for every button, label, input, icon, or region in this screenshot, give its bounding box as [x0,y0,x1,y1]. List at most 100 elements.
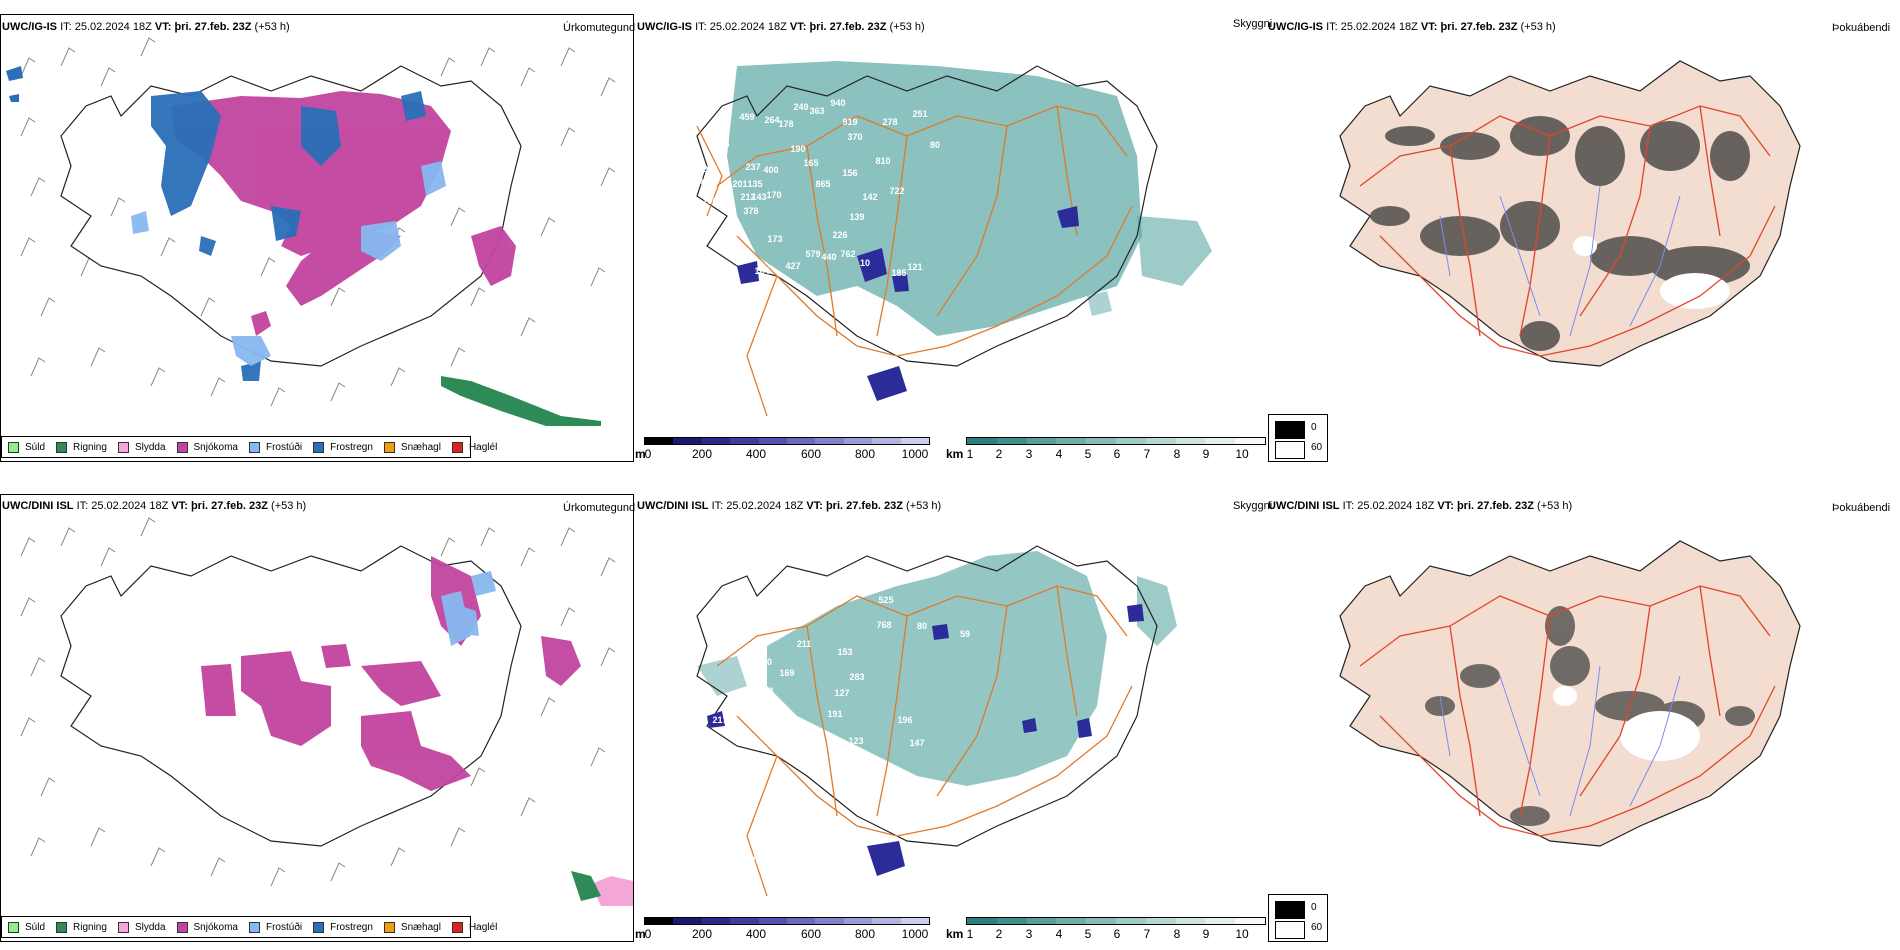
precip-map-svg [6,37,616,426]
visibility-value-label: 188 [688,226,703,236]
visibility-value-label: 170 [766,190,781,200]
vis-km-colorbar-row2: km 1 2 3 4 5 6 7 8 9 10 [946,917,1266,943]
visibility-value-label: 272 [770,618,785,628]
precip-freezing-drizzle [441,571,496,646]
legend-swatch [313,441,325,453]
visibility-value-label: 283 [849,672,864,682]
vt-label: VT: [1437,500,1454,512]
legend-swatch [383,921,395,933]
vt-label: VT: [806,500,823,512]
legend-swatch [451,441,463,453]
vt-value: þri. 27.feb. 23Z [190,500,268,512]
visibility-value-label: 266 [655,211,670,221]
visibility-value-label: 123 [848,736,863,746]
lead-time: (+53 h) [254,21,290,33]
header-row1-precip: UWC/IG-IS IT: 25.02.2024 18Z VT: þri. 27… [2,21,290,34]
visibility-value-label: 59 [960,629,970,639]
legend-label: Snjókoma [193,441,238,453]
visibility-value-label: 810 [875,156,890,166]
visibility-value-label: 264 [764,115,779,125]
precip-map-row2 [1,516,633,906]
visibility-value-label: 278 [882,117,897,127]
legend-item: Snjókoma [176,921,238,933]
vis-km-colorbar-row1: km 1 2 3 4 5 6 7 8 9 10 [946,437,1266,463]
header-row1-vis: UWC/IG-IS IT: 25.02.2024 18Z VT: þri. 27… [637,21,925,34]
lead-time: (+53 h) [1537,500,1573,512]
fog-label-60: 60 [1311,442,1323,453]
header-row2-vis: UWC/DINI ISL IT: 25.02.2024 18Z VT: þri.… [637,500,941,513]
visibility-value-label: 400 [763,165,778,175]
precip-map-frame-row2 [0,494,634,942]
road-network [696,105,1133,417]
visibility-value-label: 311 [637,117,649,127]
lead-time: (+53 h) [889,21,925,33]
visibility-value-label: 340 [637,699,645,709]
legend-swatch [8,921,19,933]
visibility-value-label: 165 [803,158,818,168]
visibility-value-label: 19 [726,840,736,850]
legend-item: Haglél [451,441,497,453]
road-network [716,585,1133,897]
it-value: 25.02.2024 18Z [1357,500,1435,512]
visibility-value-label: 143 [751,192,766,202]
visibility-value-label: 249 [793,102,808,112]
panel-title-vis-row1: Skyggni [1233,18,1273,30]
legend-swatch [117,441,129,453]
vis-m-colorbar-row1: m 0 200 400 600 800 1000 [635,437,930,463]
tick: 1 [966,927,974,941]
legend-swatch [248,921,260,933]
visibility-value-label: 128 [640,178,655,188]
vt-label: VT: [1420,21,1438,33]
model-name: UWC/DINI ISL [637,500,709,512]
visibility-value-label: 865 [815,179,830,189]
visibility-value-label: 363 [809,106,824,116]
legend-item: Slydda [117,441,166,453]
visibility-value-label: 104 [754,266,769,276]
tick: 0 [644,927,652,941]
legend-item: Snæhagl [383,921,441,933]
precip-rain [571,871,601,901]
precip-rain [441,376,601,426]
visibility-value-label: 201 [732,179,747,189]
visibility-value-label: 253 [692,214,707,224]
tick: 0 [644,447,652,461]
tick: 9 [1202,927,1210,941]
legend-label: Frostregn [330,921,373,933]
tick: 4 [1055,447,1063,461]
visibility-value-label: 121 [907,262,922,272]
legend-label: Frostúði [265,921,303,933]
model-name: UWC/IG-IS [637,21,692,33]
legend-swatch [8,441,19,453]
fog-map-row1 [1300,36,1900,426]
iceland-outline [60,545,522,847]
unit-km: km [946,927,964,941]
precip-sleet [591,876,633,906]
it-label: IT: [76,500,89,512]
legend-item: Rigning [56,441,107,453]
visibility-value-label: 237 [745,162,760,172]
visibility-value-label: 80 [917,621,927,631]
vt-label: VT: [154,21,172,33]
visibility-value-label: 217 [712,715,727,725]
visibility-value-label: 446 [806,728,821,738]
visibility-value-label: 251 [912,109,927,119]
legend-item: Frostúði [248,921,303,933]
colorbar-km [966,917,1266,925]
legend-label: Snjókoma [193,921,238,933]
legend-swatch [248,441,260,453]
legend-swatch [56,921,68,933]
precip-map-frame-row1 [0,14,634,462]
legend-label: Haglél [468,921,498,933]
legend-label: Slydda [134,441,166,453]
visibility-value-label: 108 [730,857,745,867]
header-row2-precip: UWC/DINI ISL IT: 25.02.2024 18Z VT: þri.… [2,500,306,513]
visibility-value-label: 51 [758,377,768,387]
tick: 5 [1084,447,1092,461]
legend-item: Snjókoma [176,441,238,453]
fog-rivers [1439,185,1681,337]
visibility-value-label: 459 [739,112,754,122]
visibility-value-label: 196 [702,196,717,206]
tick: 400 [745,927,767,941]
